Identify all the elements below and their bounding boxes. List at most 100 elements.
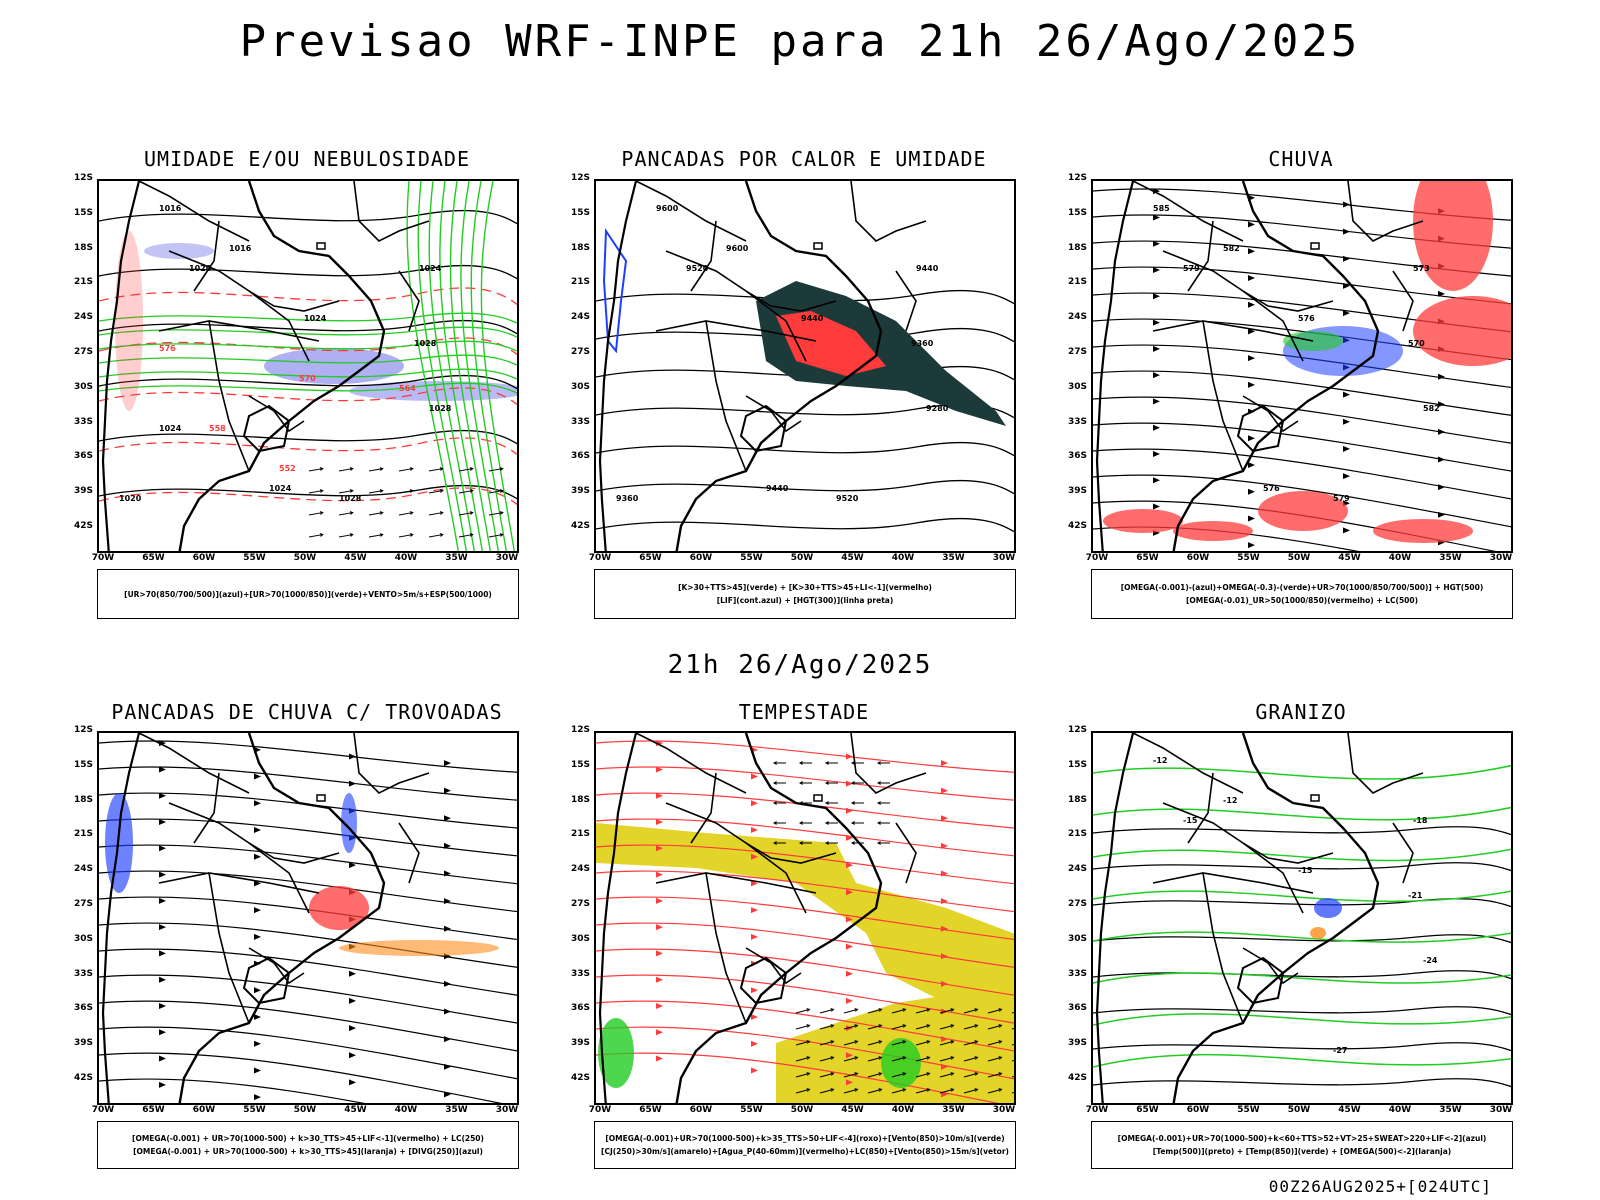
east-coastline <box>178 733 386 1103</box>
streamline-arrow <box>444 980 451 987</box>
wind-vector-head <box>772 781 777 785</box>
latitude-tick-label: 15S <box>73 207 93 218</box>
uruguay-border <box>739 956 788 1005</box>
streamline <box>99 870 517 913</box>
main-title: Previsao WRF-INPE para 21h 26/Ago/2025 <box>239 16 1361 67</box>
latitude-tick-label: 30S <box>1067 381 1087 392</box>
streamline-arrow <box>349 997 356 1004</box>
latitude-tick-label: 42S <box>570 1073 590 1083</box>
rain-area-red <box>1173 521 1253 541</box>
wind-vector-head <box>878 1024 883 1028</box>
contour-line <box>99 487 517 506</box>
streamline-arrow <box>846 1025 853 1032</box>
longitude-tick-label: 40W <box>891 553 915 563</box>
latitude-tick-label: 24S <box>1067 312 1087 323</box>
latitude-tick-label: 12S <box>73 173 93 183</box>
streamline <box>99 818 517 857</box>
latitude-tick-label: 21S <box>73 829 93 840</box>
wind-vector <box>428 512 443 516</box>
streamline-arrow <box>1343 473 1350 480</box>
streamline-arrow <box>1343 255 1350 262</box>
thunderstorm-area-red <box>309 886 369 930</box>
legend-text: [Temp(500)](preto) + [Temp(850)](verde) … <box>1152 1147 1452 1156</box>
streamline-arrow <box>656 1029 663 1036</box>
wind-vector-head <box>830 1024 835 1028</box>
wind-vector <box>368 468 383 472</box>
wind-vector-head <box>830 1056 835 1060</box>
lif-contour-blue <box>602 227 628 354</box>
contour-label: 570 <box>299 374 316 383</box>
uruguay-border <box>739 404 788 453</box>
latitude-tick-label: 18S <box>570 794 590 805</box>
wind-vector-head <box>998 1072 1003 1076</box>
wind-vector-head <box>379 533 384 537</box>
contour-line <box>99 264 517 280</box>
longitude-tick-label: 55W <box>1237 553 1260 563</box>
wind-vector <box>963 1008 978 1014</box>
brasilia-box <box>1310 794 1320 802</box>
latitude-tick-label: 18S <box>73 794 93 805</box>
wind-vector-head <box>876 761 881 765</box>
legend-text: [OMEGA(-0.001) + UR>70(1000-500) + k>30_… <box>132 1134 484 1143</box>
streamline-arrow <box>751 907 758 914</box>
wind-vector <box>843 1040 858 1046</box>
wind-vector <box>368 512 383 516</box>
streamline-arrow <box>1438 401 1445 408</box>
wind-vector-head <box>878 1072 883 1076</box>
streamline-arrow <box>941 980 948 987</box>
streamline-arrow <box>846 753 853 760</box>
contour-label: 576 <box>1263 484 1280 493</box>
wind-vector-head <box>806 1040 811 1044</box>
wind-vector-head <box>950 1024 955 1028</box>
streamline-arrow <box>254 773 261 780</box>
longitude-tick-label: 30W <box>495 553 519 563</box>
country-border <box>138 733 250 794</box>
latitude-tick-label: 39S <box>1067 1038 1087 1049</box>
latitude-tick-label: 36S <box>1067 451 1087 462</box>
streamline <box>99 1000 517 1052</box>
wind-vector-head <box>806 1088 811 1092</box>
contour-label: 564 <box>399 384 416 393</box>
wind-vector-head <box>878 1008 883 1012</box>
longitude-tick-label: 50W <box>293 1105 317 1115</box>
streamline-arrow <box>1153 477 1160 484</box>
wind-vector <box>891 1008 906 1014</box>
wind-vector-head <box>974 1088 979 1092</box>
wind-vector <box>939 1040 954 1046</box>
wind-vector <box>795 1088 810 1094</box>
latitude-tick-label: 33S <box>73 968 93 979</box>
wind-area-green <box>881 1038 921 1088</box>
contour-label: 1024 <box>419 264 442 273</box>
wind-vector-head <box>876 841 881 845</box>
wind-vector <box>987 1072 1002 1078</box>
wind-vector <box>939 1088 954 1094</box>
wind-vector-head <box>902 1072 907 1076</box>
temp850-contour-green <box>1093 972 1511 984</box>
wind-vector <box>458 490 473 494</box>
latitude-tick-label: 12S <box>1067 173 1087 183</box>
contour-label: 1024 <box>269 484 292 493</box>
streamline <box>596 1026 1014 1080</box>
country-border <box>1132 181 1244 242</box>
latitude-tick-label: 39S <box>570 486 590 497</box>
contour-line <box>1093 898 1511 908</box>
uruguay-border <box>242 404 291 453</box>
streamline-arrow <box>349 780 356 787</box>
streamline-arrow <box>1248 462 1255 469</box>
contour-line <box>99 354 517 366</box>
country-border <box>705 320 747 472</box>
wind-vector <box>987 1040 1002 1046</box>
wind-vector <box>987 1056 1002 1062</box>
wind-vector <box>428 490 443 494</box>
latitude-tick-label: 30S <box>570 933 590 944</box>
wind-vector-head <box>772 841 777 845</box>
streamline-arrow <box>941 953 948 960</box>
country-border <box>138 181 250 242</box>
latitude-tick-label: 36S <box>1067 1003 1087 1014</box>
wind-vector <box>338 534 353 538</box>
contour-line <box>1093 826 1511 836</box>
streamline-arrow <box>941 870 948 877</box>
contour-label: 552 <box>279 464 296 473</box>
wind-vector-head <box>926 1040 931 1044</box>
streamline-arrow <box>254 1040 261 1047</box>
